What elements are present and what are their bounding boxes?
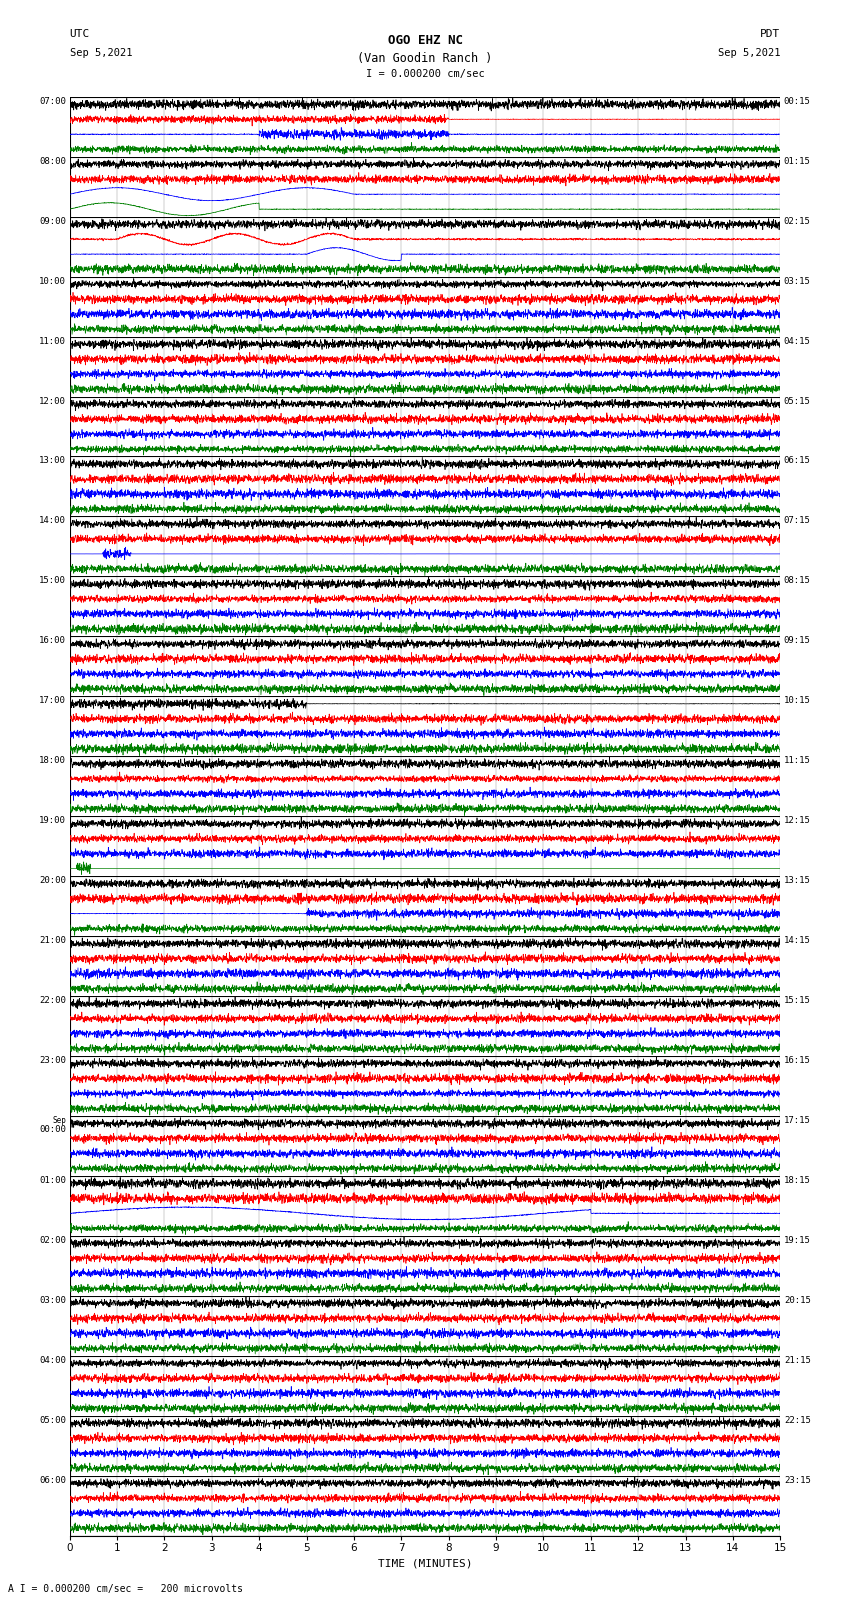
- Text: 06:00: 06:00: [39, 1476, 66, 1484]
- Text: 05:15: 05:15: [784, 397, 811, 405]
- Text: I = 0.000200 cm/sec: I = 0.000200 cm/sec: [366, 69, 484, 79]
- Text: 00:15: 00:15: [784, 97, 811, 106]
- Text: 23:15: 23:15: [784, 1476, 811, 1484]
- Text: 20:15: 20:15: [784, 1295, 811, 1305]
- Text: OGO EHZ NC: OGO EHZ NC: [388, 34, 462, 47]
- Text: 08:15: 08:15: [784, 576, 811, 586]
- Text: 15:00: 15:00: [39, 576, 66, 586]
- Text: 03:00: 03:00: [39, 1295, 66, 1305]
- Text: 12:15: 12:15: [784, 816, 811, 826]
- Text: 17:00: 17:00: [39, 697, 66, 705]
- Text: 19:00: 19:00: [39, 816, 66, 826]
- Text: 11:15: 11:15: [784, 756, 811, 765]
- Text: Sep 5,2021: Sep 5,2021: [70, 48, 133, 58]
- Text: 08:00: 08:00: [39, 156, 66, 166]
- Text: 07:15: 07:15: [784, 516, 811, 526]
- Text: 02:15: 02:15: [784, 216, 811, 226]
- Text: 20:00: 20:00: [39, 876, 66, 886]
- Text: 21:15: 21:15: [784, 1355, 811, 1365]
- Text: 13:00: 13:00: [39, 456, 66, 466]
- Text: UTC: UTC: [70, 29, 90, 39]
- Text: 09:15: 09:15: [784, 637, 811, 645]
- X-axis label: TIME (MINUTES): TIME (MINUTES): [377, 1558, 473, 1568]
- Text: 17:15: 17:15: [784, 1116, 811, 1124]
- Text: Sep 5,2021: Sep 5,2021: [717, 48, 780, 58]
- Text: 18:15: 18:15: [784, 1176, 811, 1186]
- Text: 03:15: 03:15: [784, 277, 811, 286]
- Text: 04:15: 04:15: [784, 337, 811, 345]
- Text: 04:00: 04:00: [39, 1355, 66, 1365]
- Text: 01:15: 01:15: [784, 156, 811, 166]
- Text: Sep: Sep: [52, 1116, 66, 1124]
- Text: 02:00: 02:00: [39, 1236, 66, 1245]
- Text: PDT: PDT: [760, 29, 780, 39]
- Text: 01:00: 01:00: [39, 1176, 66, 1186]
- Text: 06:15: 06:15: [784, 456, 811, 466]
- Text: 14:00: 14:00: [39, 516, 66, 526]
- Text: 22:00: 22:00: [39, 997, 66, 1005]
- Text: 19:15: 19:15: [784, 1236, 811, 1245]
- Text: 14:15: 14:15: [784, 936, 811, 945]
- Text: 05:00: 05:00: [39, 1416, 66, 1424]
- Text: 13:15: 13:15: [784, 876, 811, 886]
- Text: 15:15: 15:15: [784, 997, 811, 1005]
- Text: 18:00: 18:00: [39, 756, 66, 765]
- Text: 10:15: 10:15: [784, 697, 811, 705]
- Text: 21:00: 21:00: [39, 936, 66, 945]
- Text: 16:15: 16:15: [784, 1057, 811, 1065]
- Text: 07:00: 07:00: [39, 97, 66, 106]
- Text: 23:00: 23:00: [39, 1057, 66, 1065]
- Text: (Van Goodin Ranch ): (Van Goodin Ranch ): [357, 52, 493, 65]
- Text: 09:00: 09:00: [39, 216, 66, 226]
- Text: 22:15: 22:15: [784, 1416, 811, 1424]
- Text: 00:00: 00:00: [39, 1124, 66, 1134]
- Text: 16:00: 16:00: [39, 637, 66, 645]
- Text: A I = 0.000200 cm/sec =   200 microvolts: A I = 0.000200 cm/sec = 200 microvolts: [8, 1584, 243, 1594]
- Text: 11:00: 11:00: [39, 337, 66, 345]
- Text: 10:00: 10:00: [39, 277, 66, 286]
- Text: 12:00: 12:00: [39, 397, 66, 405]
